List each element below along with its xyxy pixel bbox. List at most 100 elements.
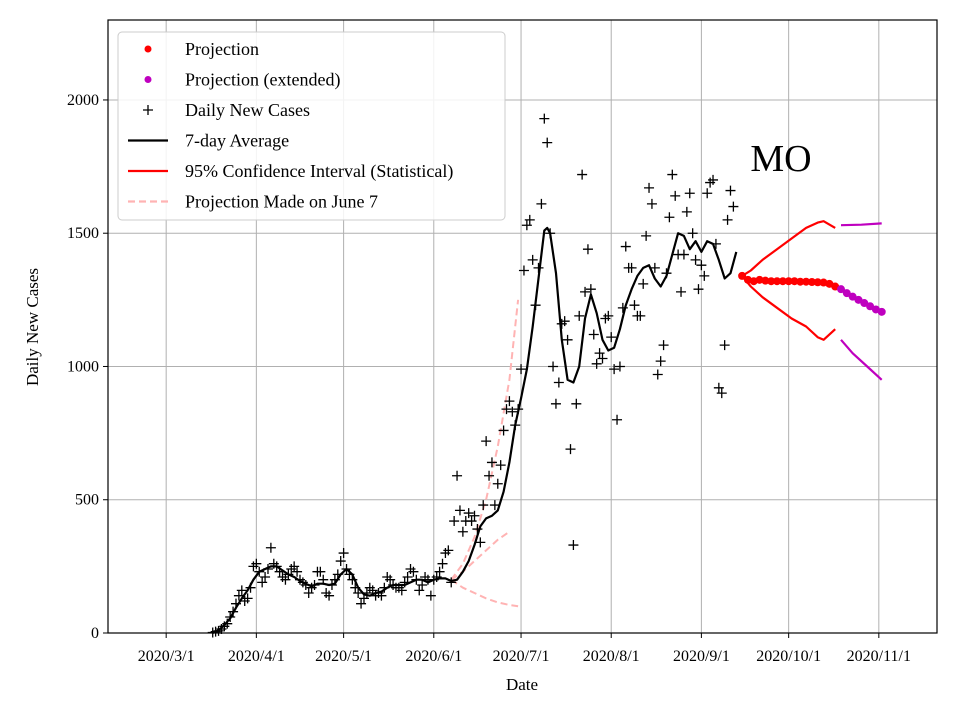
legend-label: 95% Confidence Interval (Statistical) <box>185 161 453 182</box>
x-tick-label: 2020/6/1 <box>405 648 462 665</box>
x-tick-label: 2020/9/1 <box>673 648 730 665</box>
daily-case-marker <box>574 310 585 321</box>
projection-point <box>767 277 776 286</box>
daily-case-marker <box>617 302 628 313</box>
daily-case-marker <box>620 241 631 252</box>
daily-case-marker <box>242 593 253 604</box>
95-confidence-interval-statistical-lower-line <box>741 275 836 341</box>
legend-swatch-plus <box>143 105 153 115</box>
x-tick-label: 2020/7/1 <box>493 648 550 665</box>
average-layer <box>212 226 738 634</box>
daily-case-marker <box>425 590 436 601</box>
daily-case-marker <box>484 470 495 481</box>
daily-case-marker <box>353 588 364 599</box>
daily-case-marker <box>693 284 704 295</box>
legend-label: Daily New Cases <box>185 100 310 120</box>
legend-label: Projection (extended) <box>185 70 340 91</box>
daily-case-marker <box>463 508 474 519</box>
daily-case-marker <box>504 396 515 407</box>
x-tick-label: 2020/5/1 <box>315 648 372 665</box>
daily-case-marker <box>678 249 689 260</box>
daily-case-marker <box>582 244 593 255</box>
projection-point <box>790 277 799 286</box>
daily-case-marker <box>629 300 640 311</box>
legend-label: Projection <box>185 39 259 59</box>
daily-case-marker <box>603 310 614 321</box>
daily-case-marker <box>713 382 724 393</box>
daily-case-marker <box>236 585 247 596</box>
projection-point <box>778 277 787 286</box>
daily-case-marker <box>641 230 652 241</box>
legend-label: Projection Made on June 7 <box>185 192 378 212</box>
daily-case-marker <box>475 537 486 548</box>
daily-case-marker <box>338 548 349 559</box>
projection-extended-point <box>854 295 863 304</box>
legend-swatch-dot <box>144 45 152 53</box>
daily-case-marker <box>309 580 320 591</box>
daily-case-marker <box>687 228 698 239</box>
legend-box <box>117 31 506 221</box>
daily-case-marker <box>408 566 419 577</box>
daily-case-marker <box>644 182 655 193</box>
daily-case-marker <box>315 566 326 577</box>
daily-case-marker <box>597 353 608 364</box>
projection-extended-point <box>842 289 851 298</box>
daily-case-marker <box>379 582 390 593</box>
daily-case-marker <box>518 265 529 276</box>
daily-case-marker <box>716 388 727 399</box>
legend-item: Projection Made on June 7 <box>128 192 378 212</box>
daily-case-marker <box>341 564 352 575</box>
daily-case-marker <box>719 340 730 351</box>
daily-case-marker <box>318 574 329 585</box>
projection-point <box>773 277 782 286</box>
daily-case-marker <box>676 286 687 297</box>
daily-case-marker <box>559 316 570 327</box>
daily-case-marker <box>251 558 262 569</box>
projection-extended-point <box>877 307 886 316</box>
daily-case-marker <box>466 516 477 527</box>
daily-case-marker <box>548 361 559 372</box>
daily-case-marker <box>495 460 506 471</box>
95-confidence-interval-statistical-upper-line <box>741 220 836 277</box>
daily-case-marker <box>230 598 241 609</box>
daily-case-marker <box>585 284 596 295</box>
daily-case-marker <box>472 524 483 535</box>
daily-case-marker <box>661 268 672 279</box>
daily-case-marker <box>454 505 465 516</box>
daily-case-marker <box>489 500 500 511</box>
daily-case-marker <box>486 457 497 468</box>
daily-case-marker <box>367 585 378 596</box>
daily-case-marker <box>271 561 282 572</box>
y-tick-label: 2000 <box>67 92 99 109</box>
daily-case-marker <box>411 574 422 585</box>
daily-case-marker <box>385 574 396 585</box>
daily-case-marker <box>332 569 343 580</box>
legend-label: 7-day Average <box>185 131 289 151</box>
daily-case-marker <box>347 574 358 585</box>
daily-case-marker <box>361 588 372 599</box>
daily-case-marker <box>434 566 445 577</box>
daily-case-marker <box>516 364 527 375</box>
daily-case-marker <box>612 414 623 425</box>
daily-case-marker <box>649 262 660 273</box>
daily-case-marker <box>280 574 291 585</box>
daily-case-marker <box>222 618 233 629</box>
daily-case-marker <box>513 404 524 415</box>
daily-case-marker <box>350 582 361 593</box>
daily-case-marker <box>565 444 576 455</box>
daily-case-marker <box>446 577 457 588</box>
projection-point <box>813 278 822 287</box>
daily-case-marker <box>722 214 733 225</box>
daily-case-marker <box>254 566 265 577</box>
daily-case-marker <box>609 364 620 375</box>
daily-case-marker <box>233 590 244 601</box>
daily-case-marker <box>702 188 713 199</box>
daily-case-marker <box>658 340 669 351</box>
daily-case-marker <box>344 569 355 580</box>
x-tick-label: 2020/3/1 <box>138 648 195 665</box>
state-annotation: MO <box>750 138 811 180</box>
daily-case-marker <box>443 545 454 556</box>
projection-point <box>807 277 816 286</box>
daily-case-marker <box>228 606 239 617</box>
